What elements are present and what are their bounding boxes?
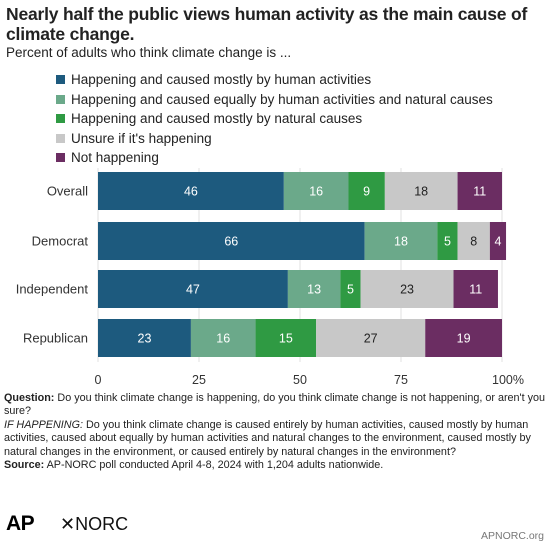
legend-label: Happening and caused equally by human ac…: [71, 91, 493, 107]
category-label: Overall: [47, 184, 88, 199]
bar-segment: [98, 270, 288, 308]
legend-item: Happening and caused mostly by human act…: [56, 70, 493, 90]
x-tick-label: 100%: [492, 373, 524, 387]
legend-swatch: [56, 75, 65, 85]
legend-swatch: [56, 153, 65, 163]
legend: Happening and caused mostly by human act…: [56, 70, 493, 168]
data-label: 46: [184, 185, 198, 199]
data-label: 16: [216, 332, 230, 346]
bar-segment: [360, 270, 454, 308]
source-label: Source:: [4, 459, 45, 472]
data-label: 16: [309, 185, 323, 199]
followup-label: IF HAPPENING:: [4, 418, 83, 431]
bar-segment: [190, 319, 256, 357]
legend-item: Not happening: [56, 148, 493, 168]
chart-title: Nearly half the public views human activ…: [6, 4, 528, 44]
bar-segment: [98, 319, 191, 357]
question-text: Do you think climate change is happening…: [4, 392, 546, 418]
data-label: 23: [138, 332, 152, 346]
data-label: 9: [363, 185, 370, 199]
chart-notes: Question: Do you think climate change is…: [4, 392, 546, 472]
bar-segment: [453, 270, 498, 308]
question-note: Question: Do you think climate change is…: [4, 392, 546, 419]
legend-label: Not happening: [71, 150, 159, 166]
stacked-bar-chart: Overall 46 16 9 18 11 Democrat 66 18 5 8 4 Independe…: [16, 168, 524, 387]
data-label: 23: [400, 283, 414, 297]
x-tick-label: 75: [394, 373, 408, 387]
legend-swatch: [56, 133, 65, 143]
data-label: 18: [394, 235, 408, 249]
question-label: Question:: [4, 392, 55, 404]
data-label: 5: [347, 283, 354, 297]
bar-segment: [287, 270, 341, 308]
ap-logo: AP: [6, 512, 35, 535]
chart-subtitle: Percent of adults who think climate chan…: [6, 45, 292, 60]
source-note: Source: AP-NORC poll conducted April 4-8…: [4, 459, 546, 472]
x-tick-label: 25: [192, 373, 206, 387]
bar-segment: [437, 222, 458, 260]
bar-segment: [384, 172, 458, 210]
followup-note: IF HAPPENING: Do you think climate chang…: [4, 419, 546, 459]
data-label: 47: [186, 283, 200, 297]
bar-segment: [364, 222, 438, 260]
data-label: 15: [279, 332, 293, 346]
bar-segment: [348, 172, 385, 210]
category-label: Republican: [23, 331, 88, 346]
legend-label: Happening and caused mostly by human act…: [71, 72, 372, 88]
data-label: 11: [473, 185, 486, 199]
legend-item: Happening and caused equally by human ac…: [56, 90, 493, 110]
data-label: 13: [307, 283, 321, 297]
category-label: Democrat: [32, 234, 89, 249]
bar-segment: [316, 319, 426, 357]
bar-segment: [425, 319, 502, 357]
bar-segment: [489, 222, 507, 260]
bar-segment: [457, 222, 490, 260]
data-label: 19: [457, 332, 471, 346]
legend-swatch: [56, 94, 65, 104]
data-label: 5: [444, 235, 451, 249]
norc-star-icon: ✕: [60, 514, 76, 534]
followup-text: Do you think climate change is caused en…: [4, 418, 531, 458]
source-text: AP-NORC poll conducted April 4-8, 2024 w…: [46, 459, 384, 472]
bar-segment: [340, 270, 361, 308]
x-tick-label: 50: [293, 373, 307, 387]
legend-item: Happening and caused mostly by natural c…: [56, 109, 493, 129]
data-label: 8: [470, 235, 477, 249]
norc-logo-text: NORC: [75, 514, 129, 534]
bar-segment: [255, 319, 317, 357]
bar-segment: [98, 172, 284, 210]
data-label: 4: [494, 235, 501, 249]
bar-segment: [283, 172, 349, 210]
data-label: 11: [469, 283, 482, 297]
bar-segment: [457, 172, 502, 210]
footer-url: APNORC.org: [480, 530, 544, 542]
x-tick-label: 0: [95, 373, 102, 387]
category-label: Independent: [16, 282, 89, 297]
data-label: 18: [414, 185, 428, 199]
legend-label: Happening and caused mostly by natural c…: [71, 111, 363, 127]
data-label: 66: [224, 235, 238, 249]
legend-item: Unsure if it's happening: [56, 129, 493, 149]
bar-segment: [98, 222, 365, 260]
legend-swatch: [56, 114, 65, 124]
norc-logo: ✕NORC: [60, 514, 128, 535]
legend-label: Unsure if it's happening: [71, 130, 212, 146]
data-label: 27: [364, 332, 378, 346]
